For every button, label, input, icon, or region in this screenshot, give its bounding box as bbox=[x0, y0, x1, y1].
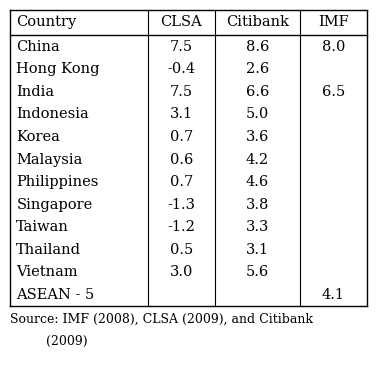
Text: 0.7: 0.7 bbox=[170, 130, 193, 144]
Text: ASEAN - 5: ASEAN - 5 bbox=[16, 288, 95, 302]
Text: China: China bbox=[16, 40, 60, 54]
Text: IMF: IMF bbox=[318, 15, 349, 29]
Text: 3.6: 3.6 bbox=[246, 130, 269, 144]
Text: 0.7: 0.7 bbox=[170, 175, 193, 189]
Text: Singapore: Singapore bbox=[16, 198, 93, 212]
Text: Vietnam: Vietnam bbox=[16, 266, 78, 279]
Text: CLSA: CLSA bbox=[161, 15, 202, 29]
Text: Indonesia: Indonesia bbox=[16, 107, 89, 121]
Text: 7.5: 7.5 bbox=[170, 85, 193, 99]
Text: 0.5: 0.5 bbox=[170, 243, 193, 257]
Text: Hong Kong: Hong Kong bbox=[16, 62, 100, 76]
Text: 3.0: 3.0 bbox=[170, 266, 193, 279]
Text: Country: Country bbox=[16, 15, 77, 29]
Text: 6.6: 6.6 bbox=[246, 85, 269, 99]
Text: 8.0: 8.0 bbox=[322, 40, 345, 54]
Text: Citibank: Citibank bbox=[226, 15, 289, 29]
Text: 4.6: 4.6 bbox=[246, 175, 269, 189]
Text: Philippines: Philippines bbox=[16, 175, 99, 189]
Text: 3.3: 3.3 bbox=[246, 220, 269, 234]
Text: -0.4: -0.4 bbox=[167, 62, 196, 76]
Text: 3.1: 3.1 bbox=[246, 243, 269, 257]
Text: Taiwan: Taiwan bbox=[16, 220, 69, 234]
Text: 8.6: 8.6 bbox=[246, 40, 269, 54]
Text: -1.2: -1.2 bbox=[168, 220, 195, 234]
Text: 6.5: 6.5 bbox=[322, 85, 345, 99]
Text: 3.8: 3.8 bbox=[246, 198, 269, 212]
Text: 2.6: 2.6 bbox=[246, 62, 269, 76]
Text: Malaysia: Malaysia bbox=[16, 152, 83, 166]
Text: (2009): (2009) bbox=[10, 334, 87, 347]
Text: -1.3: -1.3 bbox=[168, 198, 195, 212]
Text: 4.2: 4.2 bbox=[246, 152, 269, 166]
Text: 5.0: 5.0 bbox=[246, 107, 269, 121]
Text: Korea: Korea bbox=[16, 130, 60, 144]
Text: Source: IMF (2008), CLSA (2009), and Citibank: Source: IMF (2008), CLSA (2009), and Cit… bbox=[10, 313, 312, 326]
Text: Thailand: Thailand bbox=[16, 243, 81, 257]
Text: India: India bbox=[16, 85, 54, 99]
Text: 3.1: 3.1 bbox=[170, 107, 193, 121]
Text: 7.5: 7.5 bbox=[170, 40, 193, 54]
Text: 4.1: 4.1 bbox=[322, 288, 345, 302]
Text: 0.6: 0.6 bbox=[170, 152, 193, 166]
Text: 5.6: 5.6 bbox=[246, 266, 269, 279]
